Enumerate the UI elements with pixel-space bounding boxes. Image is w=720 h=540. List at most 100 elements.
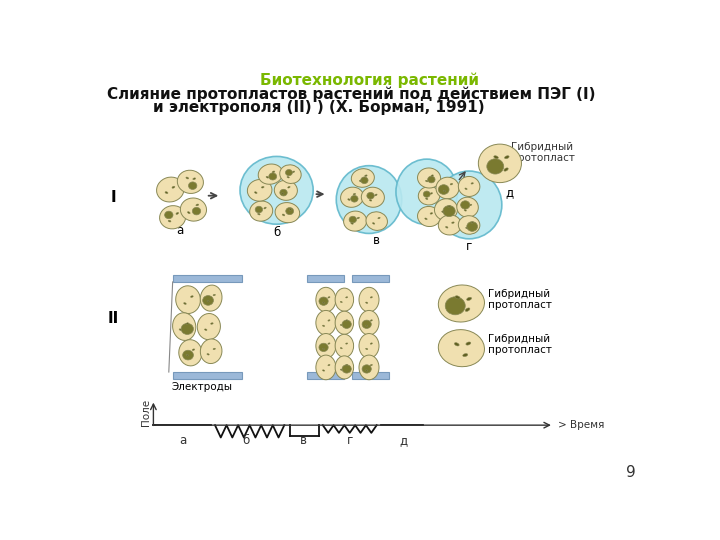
Ellipse shape [346,320,348,321]
Ellipse shape [165,211,173,219]
Ellipse shape [357,217,359,219]
Ellipse shape [328,364,330,366]
Ellipse shape [465,188,467,190]
Ellipse shape [288,186,290,188]
Ellipse shape [353,193,356,195]
Ellipse shape [454,343,459,346]
Ellipse shape [351,222,354,224]
Text: г: г [466,240,472,253]
Ellipse shape [160,206,186,229]
Ellipse shape [258,213,260,215]
Ellipse shape [456,197,478,217]
FancyBboxPatch shape [307,372,344,379]
Ellipse shape [466,227,468,229]
Text: Слияние протопластов растений под действием ПЭГ (I): Слияние протопластов растений под действ… [107,86,595,102]
FancyBboxPatch shape [173,275,242,282]
FancyBboxPatch shape [173,372,242,379]
Ellipse shape [444,190,446,192]
Ellipse shape [351,195,358,202]
Ellipse shape [471,222,473,224]
Ellipse shape [319,297,328,305]
Ellipse shape [366,370,368,371]
Ellipse shape [261,186,264,188]
Ellipse shape [362,320,372,328]
Text: и электрополя (II) ) (Х. Борман, 1991): и электрополя (II) ) (Х. Борман, 1991) [153,100,485,115]
Ellipse shape [455,296,460,299]
Ellipse shape [370,343,372,344]
Ellipse shape [316,334,336,358]
Ellipse shape [359,334,379,358]
Ellipse shape [471,183,473,184]
Ellipse shape [448,206,450,207]
Ellipse shape [423,191,430,197]
Ellipse shape [375,194,377,196]
Ellipse shape [425,218,427,220]
Text: Гибридный
протопласт: Гибридный протопласт [488,334,552,355]
Ellipse shape [504,168,508,171]
Text: г: г [346,434,353,448]
Ellipse shape [366,325,368,327]
Ellipse shape [316,310,336,335]
Ellipse shape [346,343,348,344]
Ellipse shape [323,302,325,303]
Ellipse shape [445,297,465,315]
Ellipse shape [369,200,372,201]
Ellipse shape [436,171,502,239]
Ellipse shape [186,323,189,325]
Ellipse shape [328,296,330,298]
Ellipse shape [275,202,300,222]
Ellipse shape [168,220,171,222]
Ellipse shape [289,209,292,211]
Ellipse shape [359,355,379,380]
Ellipse shape [349,216,356,223]
Ellipse shape [197,314,220,340]
Ellipse shape [359,180,361,182]
Ellipse shape [434,199,457,220]
Ellipse shape [341,369,342,370]
Ellipse shape [282,214,285,216]
Ellipse shape [323,370,325,371]
Ellipse shape [438,215,462,235]
Text: Гибридный
протопласт: Гибридный протопласт [488,289,552,310]
Ellipse shape [207,354,210,355]
Ellipse shape [193,178,196,180]
Ellipse shape [341,325,342,326]
Ellipse shape [184,302,186,305]
Ellipse shape [467,298,472,300]
Text: Электроды: Электроды [171,382,232,392]
Ellipse shape [292,171,294,173]
Ellipse shape [365,175,367,177]
Ellipse shape [250,201,273,221]
Text: > Время: > Время [558,420,604,430]
Ellipse shape [204,329,207,330]
Ellipse shape [287,177,289,178]
Ellipse shape [272,171,275,173]
Text: в: в [300,434,307,448]
Text: а: а [179,434,186,448]
Ellipse shape [187,212,190,214]
Ellipse shape [335,356,354,379]
Ellipse shape [418,186,440,205]
Ellipse shape [370,364,372,366]
Ellipse shape [370,320,372,321]
Ellipse shape [181,323,194,334]
Ellipse shape [441,211,444,213]
Text: б: б [242,434,249,448]
Ellipse shape [213,348,215,349]
Ellipse shape [362,365,372,373]
Ellipse shape [346,364,348,366]
Ellipse shape [255,192,257,193]
Ellipse shape [465,308,470,312]
FancyBboxPatch shape [352,275,389,282]
Ellipse shape [336,166,402,233]
Ellipse shape [264,207,266,209]
Ellipse shape [372,222,374,224]
Ellipse shape [280,190,287,196]
Ellipse shape [469,204,472,206]
Ellipse shape [189,182,197,190]
Ellipse shape [207,300,210,302]
Ellipse shape [211,323,213,324]
Ellipse shape [343,211,366,231]
Text: 9: 9 [626,465,636,481]
Ellipse shape [370,296,372,298]
